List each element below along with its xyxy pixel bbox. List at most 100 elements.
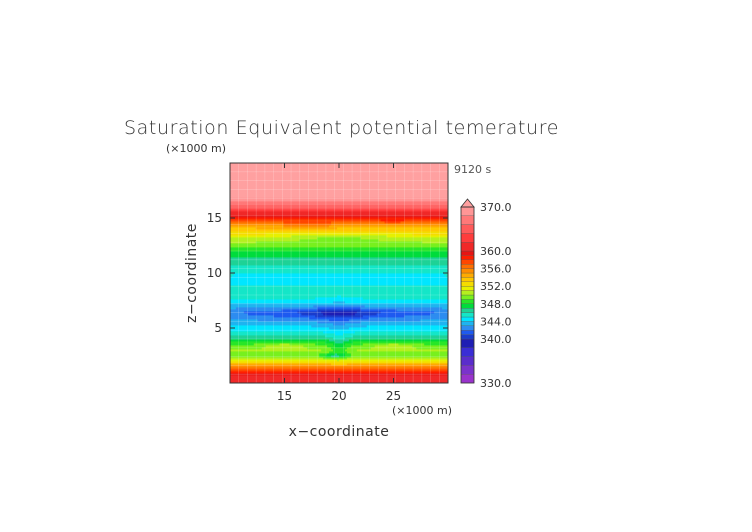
heatmap-cell [331, 375, 334, 378]
heatmap-cell [325, 313, 328, 316]
heatmap-cell [323, 345, 326, 348]
heatmap-cell [251, 351, 255, 354]
heatmap-cell [404, 381, 407, 384]
heatmap-cell [333, 347, 336, 350]
heatmap-cell [235, 313, 239, 316]
heatmap-cell [380, 357, 383, 360]
heatmap-cell [438, 327, 441, 330]
heatmap-cell [243, 353, 247, 356]
heatmap-cell [394, 367, 397, 370]
heatmap-cell [235, 331, 239, 334]
heatmap-cell [442, 305, 445, 308]
heatmap-cell [374, 367, 378, 370]
heatmap-cell [325, 359, 328, 362]
heatmap-cell [309, 325, 312, 328]
heatmap-cell [327, 333, 330, 336]
heatmap-cell [239, 353, 243, 356]
heatmap-cell [329, 307, 332, 310]
heatmap-cell [372, 353, 376, 356]
heatmap-cell [329, 381, 332, 384]
heatmap-cell [289, 363, 292, 366]
heatmap-cell [402, 335, 405, 338]
heatmap-cell [416, 307, 419, 310]
heatmap-cell [422, 357, 425, 360]
heatmap-cell [230, 381, 233, 384]
heatmap-cell [295, 307, 298, 310]
heatmap-cell [376, 319, 380, 322]
heatmap-cell [235, 353, 239, 356]
heatmap-cell [331, 363, 334, 366]
heatmap-cell [255, 365, 259, 368]
heatmap-cell [426, 311, 429, 314]
heatmap-cell [287, 367, 290, 370]
heatmap-cell [358, 381, 362, 384]
heatmap-cell [396, 331, 399, 334]
heatmap-cell [323, 323, 326, 326]
heatmap-cell [412, 355, 415, 358]
heatmap-cell [297, 319, 300, 322]
heatmap-cell [348, 343, 352, 346]
heatmap-cell [358, 369, 362, 372]
heatmap-cell [289, 367, 292, 370]
heatmap-cell [269, 329, 273, 332]
heatmap-cell [261, 309, 265, 312]
heatmap-cell [237, 371, 241, 374]
heatmap-cell [438, 305, 441, 308]
heatmap-cell [352, 333, 356, 336]
heatmap-cell [289, 355, 292, 358]
heatmap-cell [269, 309, 273, 312]
heatmap-cell [263, 361, 267, 364]
heatmap-cell [404, 375, 407, 378]
heatmap-cell [378, 333, 382, 336]
heatmap-cell [305, 325, 308, 328]
heatmap-cell [438, 363, 441, 366]
heatmap-cell [297, 329, 300, 332]
heatmap-cell [440, 315, 443, 318]
heatmap-cell [259, 311, 263, 314]
heatmap-cell [432, 333, 435, 336]
heatmap-cell [299, 337, 302, 340]
heatmap-cell [279, 317, 282, 320]
heatmap-cell [406, 343, 409, 346]
heatmap-cell [388, 329, 391, 332]
heatmap-cell [436, 373, 439, 376]
heatmap-cell [315, 357, 318, 360]
heatmap-cell [404, 319, 407, 322]
heatmap-cell [331, 381, 334, 384]
heatmap-cell [400, 359, 403, 362]
heatmap-cell [315, 331, 318, 334]
heatmap-cell [376, 363, 380, 366]
heatmap-cell [307, 325, 310, 328]
heatmap-cell [329, 313, 332, 316]
heatmap-cell [319, 321, 322, 324]
heatmap-cell [230, 339, 233, 342]
heatmap-cell [247, 305, 251, 308]
heatmap-cell [331, 353, 334, 356]
heatmap-cell [307, 317, 310, 320]
heatmap-cell [279, 349, 282, 352]
heatmap-cell [404, 323, 407, 326]
heatmap-cell [230, 325, 233, 328]
heatmap-cell [388, 323, 391, 326]
heatmap-cell [386, 351, 389, 354]
heatmap-cell [307, 331, 310, 334]
heatmap-cell [426, 343, 429, 346]
heatmap-cell [360, 315, 364, 318]
heatmap-cell [305, 337, 308, 340]
heatmap-cell [309, 337, 312, 340]
heatmap-cell [287, 309, 290, 312]
heatmap-cell [430, 375, 433, 378]
heatmap-cell [331, 315, 334, 318]
heatmap-cell [348, 327, 352, 330]
heatmap-cell [230, 369, 233, 372]
heatmap-cell [247, 339, 251, 342]
heatmap-cell [279, 311, 282, 314]
heatmap-cell [426, 369, 429, 372]
heatmap-cell [331, 357, 334, 360]
heatmap-cell [273, 379, 276, 382]
heatmap-cell [372, 315, 376, 318]
heatmap-cell [265, 305, 269, 308]
heatmap-cell [356, 317, 360, 320]
heatmap-cell [442, 379, 445, 382]
heatmap-cell [281, 373, 284, 376]
